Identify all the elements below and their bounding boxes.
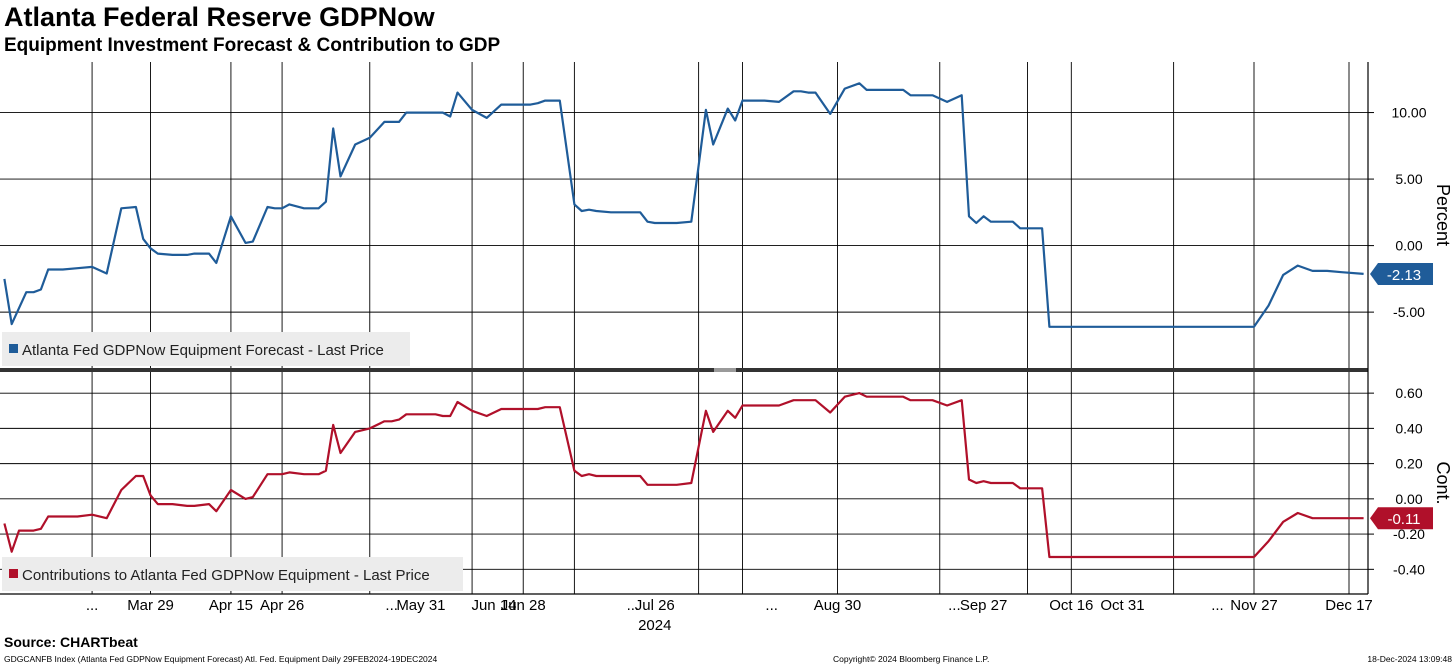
legend-swatch (9, 569, 18, 578)
legend-label: Atlanta Fed GDPNow Equipment Forecast - … (22, 342, 384, 359)
source-label: Source: CHARTbeat (4, 634, 138, 650)
chart-title: Atlanta Federal Reserve GDPNow (4, 2, 435, 32)
y-tick-label: 0.40 (1395, 420, 1422, 436)
x-tick-label: ... (627, 597, 640, 614)
y-tick-label: -0.40 (1393, 561, 1425, 577)
y-tick-label: 0.60 (1395, 385, 1422, 401)
x-tick-label: Apr 15 (209, 597, 253, 614)
y-tick-label: 0.00 (1395, 238, 1422, 254)
x-tick-label: Jun 14 (471, 597, 516, 614)
legend-box (2, 332, 410, 366)
panel-resize-handle (714, 368, 736, 372)
x-tick-label: Jun 28 (501, 597, 546, 614)
x-tick-label: May 31 (396, 597, 445, 614)
legend-box (2, 557, 463, 591)
x-tick-label: Mar 29 (127, 597, 174, 614)
series-line (3, 82, 1364, 328)
y-tick-label: -0.20 (1393, 526, 1425, 542)
legend-swatch (9, 344, 18, 353)
y-tick-label: 0.00 (1395, 491, 1422, 507)
x-tick-label: Oct 31 (1100, 597, 1144, 614)
x-tick-label: ... (948, 597, 961, 614)
y-tick-label: 5.00 (1395, 171, 1422, 187)
last-value-label: -0.11 (1387, 511, 1420, 528)
y-tick-label: 10.00 (1391, 105, 1426, 121)
last-value-tag (1370, 262, 1433, 285)
x-tick-label: Jul 26 (635, 597, 675, 614)
chart-subtitle: Equipment Investment Forecast & Contribu… (4, 35, 501, 56)
series-line (3, 392, 1364, 559)
y-axis-title: Cont. (1433, 461, 1453, 504)
x-tick-label: ... (86, 597, 99, 614)
y-tick-label: -5.00 (1393, 304, 1425, 320)
last-value-label: -2.13 (1387, 267, 1421, 284)
footer-copyright: Copyright© 2024 Bloomberg Finance L.P. (833, 654, 990, 664)
y-axis-title: Percent (1433, 184, 1453, 246)
x-tick-label: ... (385, 597, 398, 614)
x-tick-label: Sep 27 (960, 597, 1008, 614)
legend-label: Contributions to Atlanta Fed GDPNow Equi… (22, 567, 430, 584)
x-tick-label: ... (765, 597, 778, 614)
x-tick-label: Dec 17 (1325, 597, 1373, 614)
x-axis-year-label: 2024 (638, 617, 671, 634)
footer-description: GDGCANFB Index (Atlanta Fed GDPNow Equip… (4, 654, 438, 664)
panel-separator (0, 368, 1368, 372)
last-value-tag (1370, 507, 1433, 530)
x-tick-label: Apr 26 (260, 597, 304, 614)
x-tick-label: Nov 27 (1230, 597, 1278, 614)
x-tick-label: Oct 16 (1049, 597, 1093, 614)
x-tick-label: ... (1211, 597, 1224, 614)
y-tick-label: 0.20 (1395, 456, 1422, 472)
x-tick-label: Aug 30 (814, 597, 862, 614)
footer-timestamp: 18-Dec-2024 13:09:48 (1367, 654, 1452, 664)
